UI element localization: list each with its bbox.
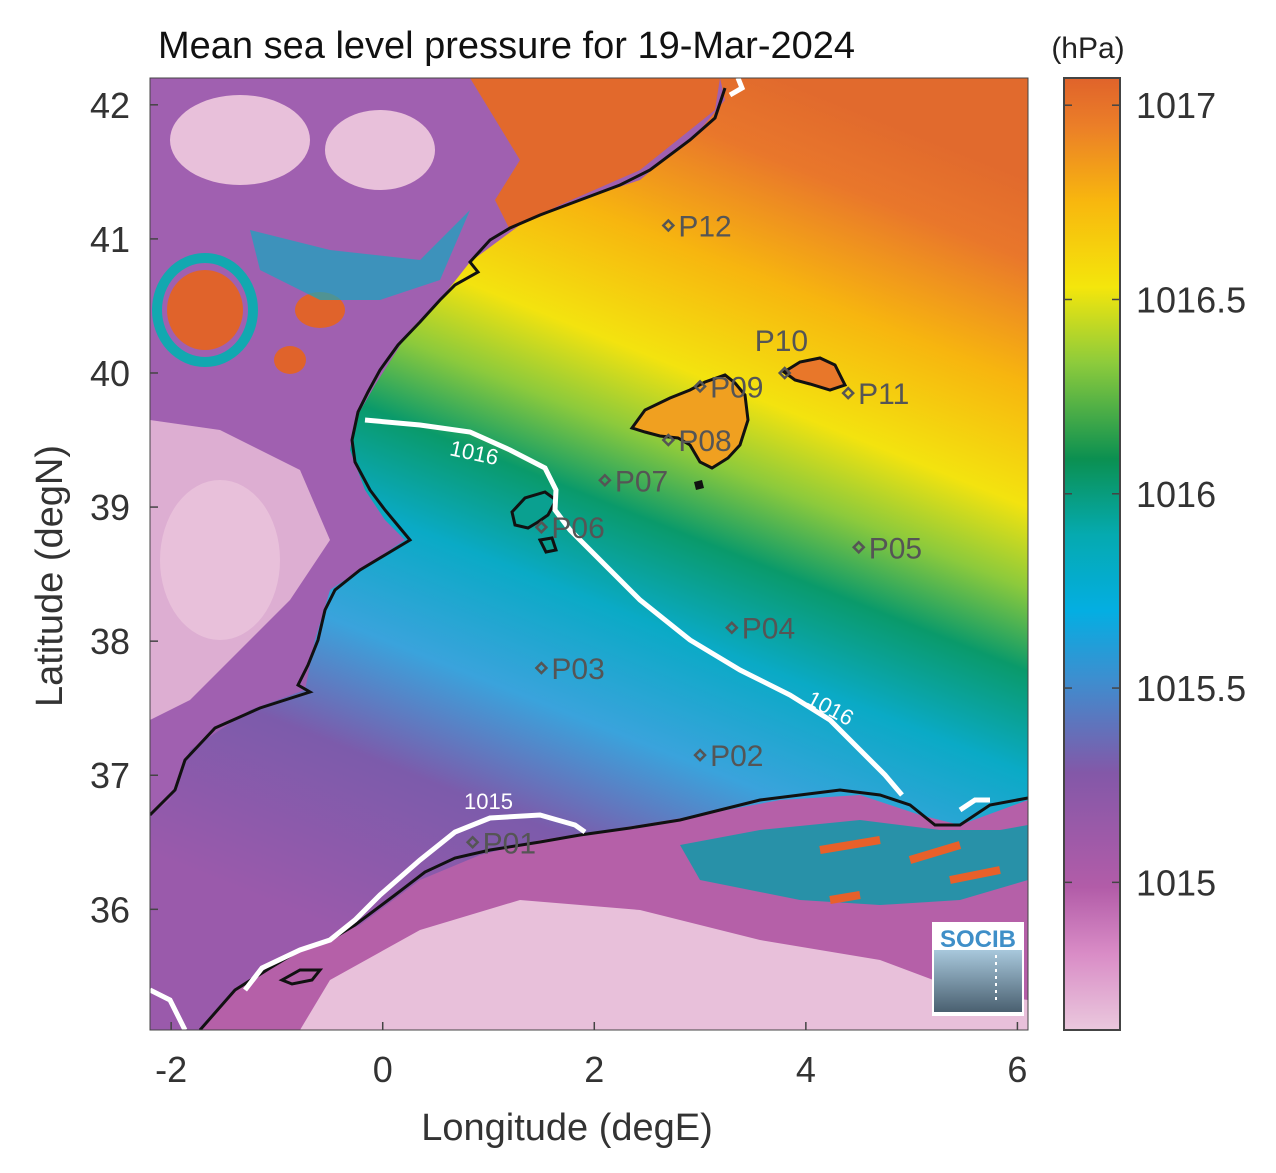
station-points: P01 P02 P03 P04 P05 P06 P07 P08 P09 P10 P11 P12 <box>465 210 922 860</box>
colorbar-tick-label: 1017 <box>1136 85 1216 126</box>
x-tick-label: 6 <box>1007 1049 1027 1090</box>
socib-logo-text: SOCIB <box>940 926 1016 953</box>
y-tick-label: 42 <box>90 85 130 126</box>
y-tick-label: 41 <box>90 219 130 260</box>
formentera-island <box>537 536 558 554</box>
colorbar-tick-label: 1016 <box>1136 474 1216 515</box>
station-point-label: P09 <box>710 371 763 404</box>
colorbar-tick-label: 1016.5 <box>1136 279 1246 320</box>
x-tick-label: 0 <box>373 1049 393 1090</box>
station-point-label: P02 <box>710 740 763 773</box>
colorbar-unit: (hPa) <box>1051 32 1124 65</box>
iberian-coastline <box>150 87 727 817</box>
y-axis-ticks: 36 37 38 39 40 41 42 <box>90 85 158 930</box>
station-point-label: P12 <box>678 210 731 243</box>
contour-1015 <box>243 812 587 992</box>
contour-label: 1015 <box>464 789 513 814</box>
station-point-marker <box>534 520 549 534</box>
station-point-label: P06 <box>551 512 604 545</box>
x-tick-label: 2 <box>584 1049 604 1090</box>
contour-north-edge <box>728 78 746 98</box>
map-frame <box>149 77 1029 1031</box>
land-high-patch-1-ring <box>152 253 258 367</box>
map-title: Mean sea level pressure for 19-Mar-2024 <box>158 25 855 67</box>
north-african-hot-spots <box>819 836 1001 904</box>
land-high-patch-3 <box>274 346 306 374</box>
colorbar-tick-label: 1015 <box>1136 862 1216 903</box>
station-point-marker <box>851 540 866 555</box>
y-tick-label: 37 <box>90 755 130 796</box>
station-point-label: P11 <box>858 378 909 411</box>
menorca-island <box>781 356 848 392</box>
colorbar-tick-label: 1015.5 <box>1136 668 1246 709</box>
station-point-marker <box>693 379 707 394</box>
station-point-marker <box>725 620 739 635</box>
contour-1016 <box>364 417 904 797</box>
station-point-marker <box>661 433 676 447</box>
y-tick-label: 38 <box>90 621 130 662</box>
north-african-land-light <box>300 900 1028 1030</box>
station-point-marker <box>598 473 612 488</box>
x-tick-label: -2 <box>155 1049 187 1090</box>
land-high-patch-2 <box>295 292 345 328</box>
north-african-high-band <box>680 820 1028 905</box>
colorbar-gradient <box>1063 77 1121 1031</box>
land-pink-patch-3 <box>325 110 435 190</box>
contour-1016-edge <box>958 797 990 813</box>
station-point-label: P01 <box>483 827 536 860</box>
y-tick-label: 36 <box>90 889 130 930</box>
land-pink-patch-2 <box>170 95 310 185</box>
x-axis-label: Longitude (degE) <box>421 1107 713 1149</box>
station-point-marker <box>777 366 792 380</box>
y-tick-label: 39 <box>90 487 130 528</box>
mallorca-island <box>629 373 750 470</box>
station-point-label: P10 <box>755 325 808 358</box>
station-point-label: P08 <box>678 425 731 458</box>
station-point-label: P05 <box>869 532 922 565</box>
land-pink-patch-1 <box>160 480 280 640</box>
ibiza-island <box>510 490 558 530</box>
station-point-label: P07 <box>615 465 668 498</box>
station-point-marker <box>465 835 480 850</box>
station-point-label: P04 <box>742 613 795 646</box>
colorbar: (hPa) 1015 1015.5 1016 1016.5 1017 <box>1051 32 1246 1031</box>
station-point-marker <box>841 386 855 400</box>
land-high-patch-1 <box>167 270 243 350</box>
station-point-marker <box>534 661 549 675</box>
x-tick-label: 4 <box>796 1049 816 1090</box>
land-cyan-band <box>250 210 470 300</box>
station-point-marker <box>693 748 707 762</box>
contour-1015-edge <box>150 987 188 1030</box>
iberian-northeast-high <box>470 78 720 230</box>
socib-logo: SOCIB <box>932 922 1024 1016</box>
station-point-label: P03 <box>551 653 604 686</box>
y-tick-label: 40 <box>90 353 130 394</box>
x-axis-ticks: -2 0 2 4 6 <box>155 1022 1027 1090</box>
y-axis-label: Latitude (degN) <box>29 445 71 707</box>
cabrera-island <box>694 480 704 490</box>
station-point-marker <box>661 218 676 233</box>
colorbar-ticks: 1015 1015.5 1016 1016.5 1017 <box>1064 85 1246 903</box>
alboran-island <box>278 968 324 986</box>
